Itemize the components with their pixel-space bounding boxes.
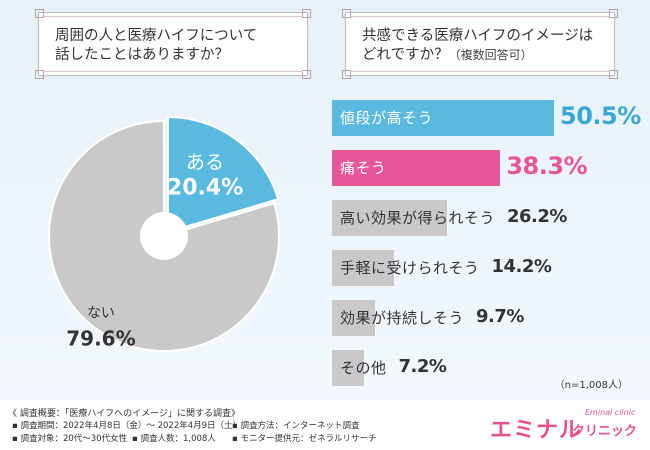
- bar-label: 手軽に受けられそう: [340, 259, 480, 277]
- pie-value-yes: 20.4%: [167, 175, 243, 200]
- question-right-line1: 共感できる医療ハイフのイメージは: [362, 28, 594, 44]
- logo-english: Eminal clinic: [585, 408, 636, 417]
- question-right-sub: （複数回答可）: [448, 48, 533, 62]
- bar-value: 26.2%: [507, 206, 567, 227]
- bar-value: 9.7%: [476, 306, 524, 327]
- pie-center-hole: [140, 212, 188, 260]
- bar-label: 効果が持続しそう: [340, 309, 465, 327]
- bar-value: 14.2%: [491, 256, 552, 277]
- bar: [332, 150, 501, 186]
- bar: [332, 300, 375, 336]
- bar-value: 50.5%: [560, 102, 641, 130]
- question-left-line1: 周囲の人と医療ハイフについて: [55, 28, 258, 44]
- question-box-left: 周囲の人と医療ハイフについて 話したことはありますか？: [35, 9, 311, 79]
- sample-size-note: （n=1,008人）: [554, 380, 628, 391]
- bar-label: その他: [340, 359, 387, 377]
- bar: [332, 250, 395, 286]
- survey-method: ▪ 調査方法：インターネット調査: [232, 421, 360, 431]
- survey-provider: ▪ モニター提供元：ゼネラルリサーチ: [232, 434, 377, 444]
- bar: [332, 200, 448, 236]
- question-right-text: 共感できる医療ハイフのイメージは どれですか？（複数回答可）: [362, 27, 604, 65]
- bar-label: 値段が高そう: [340, 109, 434, 127]
- survey-summary-title: 《 調査概要：「医療ハイフへのイメージ」に関する調査》: [8, 409, 241, 419]
- footer: 《 調査概要：「医療ハイフへのイメージ」に関する調査》 ▪ 調査期間：2022年…: [0, 400, 650, 450]
- question-box-right: 共感できる医療ハイフのイメージは どれですか？（複数回答可）: [342, 9, 618, 79]
- bar: [332, 350, 364, 386]
- logo-main: エミナル: [490, 418, 583, 443]
- bar-value: 7.2%: [398, 356, 447, 377]
- question-left-text: 周囲の人と医療ハイフについて 話したことはありますか？: [55, 27, 297, 65]
- bar: [332, 100, 554, 136]
- pie-label-no: ない: [87, 306, 115, 322]
- logo-sub: クリニック: [572, 424, 638, 439]
- pie-slice-yes: [167, 115, 280, 234]
- question-right-line2: どれですか？: [362, 47, 449, 63]
- survey-target: ▪ 調査対象：20代～30代女性: [12, 434, 128, 444]
- pie-value-no: 79.6%: [66, 327, 135, 351]
- question-left-line2: 話したことはありますか？: [55, 47, 229, 63]
- bar-label: 痛そう: [340, 159, 387, 177]
- pie-label-yes: ある: [186, 151, 224, 173]
- survey-count: ▪ 調査人数：1,008人: [132, 434, 216, 444]
- survey-period: ▪ 調査期間：2022年4月8日（金）～ 2022年4月9日（土）: [12, 421, 242, 431]
- bar-label: 高い効果が得られそう: [340, 209, 496, 227]
- bar-value: 38.3%: [506, 152, 588, 180]
